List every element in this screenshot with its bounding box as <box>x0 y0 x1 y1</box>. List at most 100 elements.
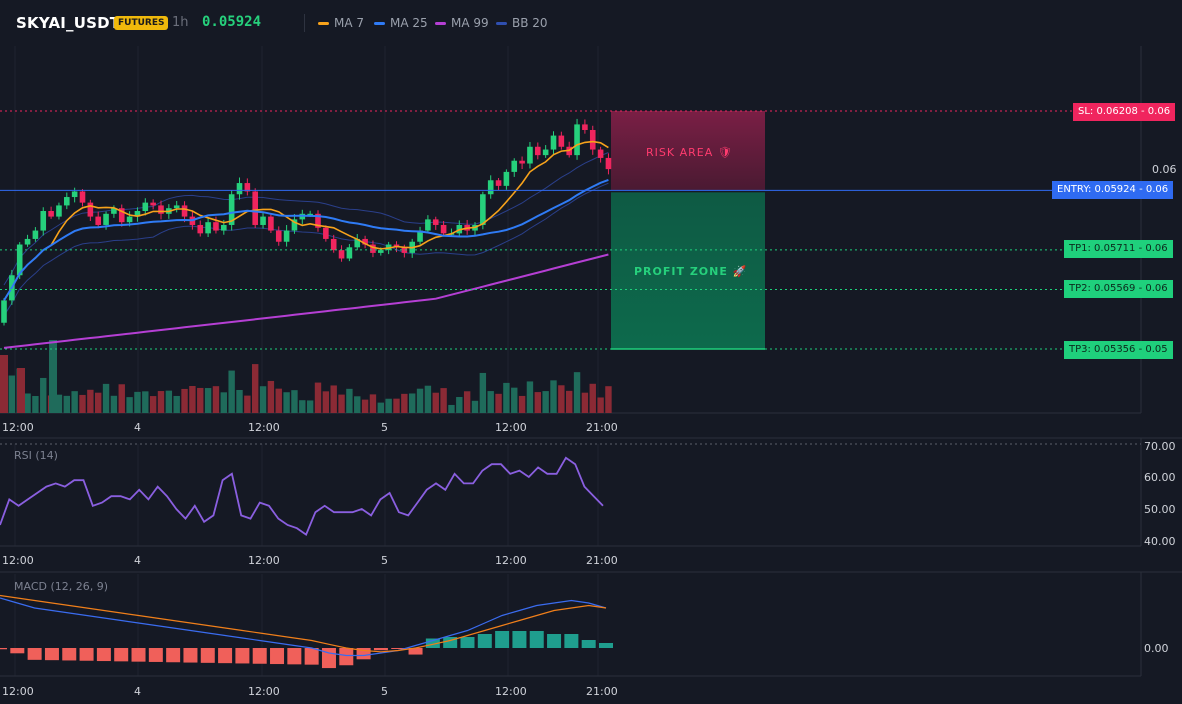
candle-body <box>103 213 109 225</box>
volume-bar <box>173 395 180 413</box>
macd-histogram-bar <box>495 631 510 648</box>
macd-histogram-bar <box>27 648 42 660</box>
symbol-name[interactable]: SKYAI_USDT <box>16 14 121 32</box>
volume-bar <box>409 393 416 413</box>
rsi-title: RSI (14) <box>14 449 58 462</box>
macd-histogram-bar <box>287 648 302 665</box>
legend-ma7[interactable]: MA 7 <box>318 16 364 30</box>
candle-body <box>71 191 78 198</box>
ma7-line <box>3 140 609 301</box>
macd-pane <box>0 594 613 669</box>
candle-body <box>417 230 423 242</box>
axis-labels: 0.06 12:00 4 12:00 5 12:00 21:00 70.00 6… <box>2 146 1177 698</box>
volume-bar <box>581 392 589 413</box>
volume-bar <box>126 397 133 413</box>
candle-body <box>346 247 353 259</box>
time-label-2: 12:00 <box>248 421 280 434</box>
volume-bar <box>424 385 432 413</box>
macd-histogram-bar <box>270 648 285 665</box>
volume-bar <box>330 385 337 413</box>
candles <box>1 118 612 326</box>
macd-histogram-bar <box>235 648 250 664</box>
macd-histogram-bar <box>339 648 354 666</box>
candle-body <box>142 202 149 212</box>
level-lines <box>0 110 1141 350</box>
header-divider <box>304 14 305 32</box>
candle-body <box>40 211 47 231</box>
candle-body <box>542 149 549 156</box>
candle-body <box>574 124 580 156</box>
candle-body <box>550 135 557 150</box>
volume-bar <box>503 382 510 413</box>
volume-bar <box>40 377 47 413</box>
macd-histogram-bar <box>218 648 233 664</box>
candle-body <box>440 224 447 234</box>
volume-bar <box>267 380 275 413</box>
macd-histogram-bar <box>131 648 146 662</box>
candle-body <box>260 216 266 225</box>
volume-bar <box>314 382 322 413</box>
ma99-swatch-icon <box>435 21 446 25</box>
legend-bb20[interactable]: BB 20 <box>496 16 548 30</box>
volume-bar <box>322 391 330 413</box>
macd-tick-zero: 0.00 <box>1144 642 1169 655</box>
candle-body <box>205 222 211 234</box>
candle-body <box>173 205 180 209</box>
candle-body <box>275 230 282 242</box>
volume-bar <box>432 392 439 413</box>
candle-body <box>519 160 525 164</box>
sl-price-tag: SL: 0.06208 - 0.06 <box>1073 103 1176 121</box>
volume-bar-spike <box>0 355 8 413</box>
volume-bar <box>354 396 361 413</box>
volume-bar <box>63 395 70 413</box>
tp2-price-tag: TP2: 0.05569 - 0.06 <box>1064 280 1173 298</box>
tp3-price-tag: TP3: 0.05356 - 0.05 <box>1064 341 1173 359</box>
interval-label[interactable]: 1h <box>172 15 189 30</box>
macd-line <box>0 597 607 657</box>
candle-body <box>401 247 408 253</box>
candle-body <box>228 194 235 225</box>
volume-bar <box>542 391 549 413</box>
candle-body <box>354 238 361 248</box>
candle-body <box>79 191 86 203</box>
volume-bar <box>589 383 596 413</box>
entry-price-tag: ENTRY: 0.05924 - 0.06 <box>1052 181 1174 199</box>
rsi-tick-50: 50.00 <box>1144 503 1176 516</box>
volume-bar <box>71 391 78 413</box>
volume-bar <box>361 399 369 413</box>
candle-body <box>1 300 7 323</box>
volume-bar <box>463 391 471 413</box>
time-label-0: 12:00 <box>2 421 34 434</box>
macd-histogram-bar <box>460 637 475 648</box>
volume-bar <box>8 375 16 413</box>
ma7-swatch-icon <box>318 21 329 25</box>
chart-header: SKYAI_USDT FUTURES 1h 0.05924 MA 7 MA 25… <box>0 0 1182 46</box>
candle-body <box>495 180 502 186</box>
macd-title: MACD (12, 26, 9) <box>14 580 109 593</box>
candle-body <box>291 219 298 231</box>
legend-ma99[interactable]: MA 99 <box>435 16 489 30</box>
macd-time-label-5: 21:00 <box>586 685 618 698</box>
legend-ma25[interactable]: MA 25 <box>374 16 428 30</box>
rsi-time-label-5: 21:00 <box>586 554 618 567</box>
macd-histogram-bar <box>0 648 7 650</box>
macd-histogram-bar <box>373 648 388 651</box>
rsi-pane <box>0 456 604 536</box>
candle-body <box>487 180 494 195</box>
candle-body <box>527 146 533 164</box>
candle-body <box>503 171 510 186</box>
rsi-time-label-3: 5 <box>381 554 388 567</box>
volume-bar <box>142 391 149 413</box>
volume-bar <box>299 400 306 413</box>
grid-lines <box>0 46 1182 677</box>
candle-body <box>425 219 431 231</box>
candle-body <box>535 146 541 156</box>
candle-body <box>283 230 290 242</box>
candle-body <box>32 230 39 239</box>
candle-body <box>87 202 94 217</box>
candle-body <box>432 219 439 225</box>
rsi-tick-60: 60.00 <box>1144 471 1176 484</box>
macd-histogram-bar <box>114 648 129 662</box>
last-price: 0.05924 <box>202 14 262 30</box>
